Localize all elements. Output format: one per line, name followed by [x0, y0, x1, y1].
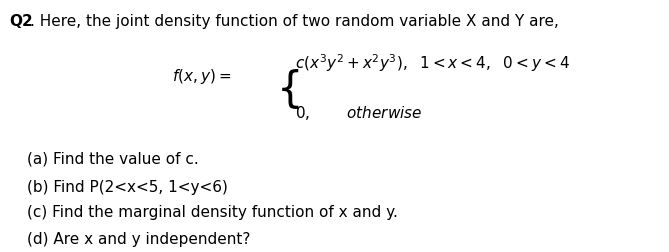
- Text: $0,$       $otherwise$: $0,$ $otherwise$: [296, 103, 423, 121]
- Text: $c(x^3y^2 + x^2y^3),$  $1 < x < 4,$  $0 < y < 4$: $c(x^3y^2 + x^2y^3),$ $1 < x < 4,$ $0 < …: [296, 52, 571, 73]
- Text: (c) Find the marginal density function of x and y.: (c) Find the marginal density function o…: [27, 205, 397, 219]
- Text: . Here, the joint density function of two random variable X and Y are,: . Here, the joint density function of tw…: [30, 14, 559, 29]
- Text: (a) Find the value of c.: (a) Find the value of c.: [27, 151, 199, 166]
- Text: {: {: [276, 69, 303, 111]
- Text: (b) Find P(2<x<5, 1<y<6): (b) Find P(2<x<5, 1<y<6): [27, 180, 227, 195]
- Text: $f(x, y) =$: $f(x, y) =$: [172, 67, 231, 86]
- Text: Q2: Q2: [9, 14, 33, 29]
- Text: (d) Are x and y independent?: (d) Are x and y independent?: [27, 231, 250, 246]
